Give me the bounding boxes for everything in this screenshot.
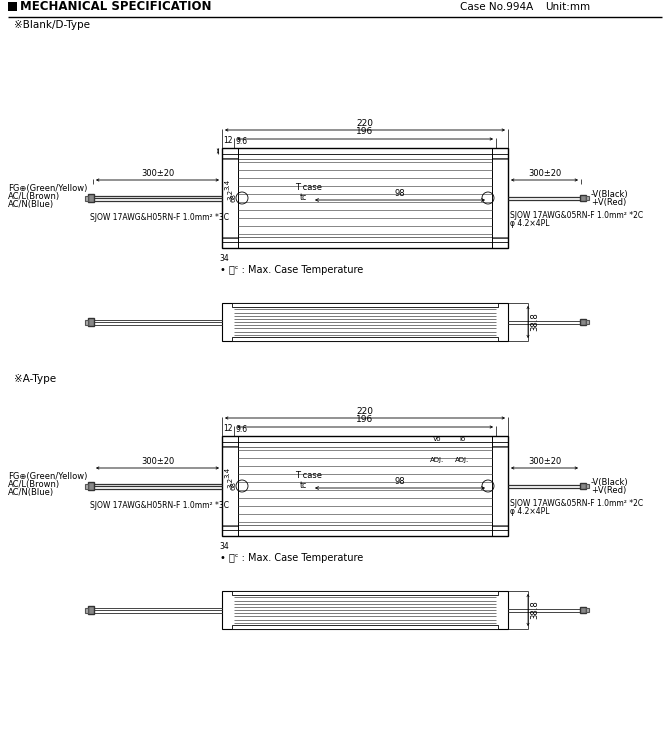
Bar	[85, 195, 88, 200]
Text: 98: 98	[395, 189, 405, 197]
Bar	[586, 320, 589, 324]
Text: AC/N(Blue): AC/N(Blue)	[8, 200, 54, 208]
Text: 220: 220	[356, 118, 373, 127]
Text: 34: 34	[219, 254, 229, 263]
Text: • Ⓣᶜ : Max. Case Temperature: • Ⓣᶜ : Max. Case Temperature	[220, 553, 363, 563]
Bar	[88, 194, 94, 202]
Text: SJOW 17AWG&05RN-F 1.0mm² *2C: SJOW 17AWG&05RN-F 1.0mm² *2C	[510, 211, 643, 221]
Text: AC/N(Blue): AC/N(Blue)	[8, 488, 54, 496]
Text: T case: T case	[295, 183, 322, 192]
Text: 68: 68	[231, 194, 237, 202]
Text: Io: Io	[459, 436, 465, 442]
Bar	[222, 303, 508, 341]
Text: 12: 12	[223, 424, 232, 433]
Bar	[222, 148, 508, 248]
Bar	[580, 319, 586, 325]
Text: -V(Black): -V(Black)	[591, 191, 628, 200]
Text: tc: tc	[299, 194, 307, 202]
Text: -V(Black): -V(Black)	[591, 479, 628, 488]
Text: SJOW 17AWG&05RN-F 1.0mm² *2C: SJOW 17AWG&05RN-F 1.0mm² *2C	[510, 499, 643, 509]
Bar	[85, 607, 88, 613]
Text: ADJ.: ADJ.	[455, 457, 469, 463]
Text: 300±20: 300±20	[528, 169, 561, 178]
Text: 12: 12	[223, 136, 232, 145]
Text: ※A-Type: ※A-Type	[14, 374, 56, 384]
Text: MECHANICAL SPECIFICATION: MECHANICAL SPECIFICATION	[20, 0, 212, 13]
Bar	[222, 436, 508, 536]
Bar	[232, 337, 498, 341]
Text: 38.8: 38.8	[530, 601, 539, 619]
Bar	[580, 607, 586, 613]
Text: FG⊕(Green/Yellow): FG⊕(Green/Yellow)	[8, 471, 87, 480]
Bar	[232, 303, 498, 307]
Bar	[586, 484, 589, 488]
Bar	[222, 591, 508, 629]
Text: AC/L(Brown): AC/L(Brown)	[8, 192, 60, 200]
Bar	[85, 319, 88, 325]
Text: 9.6: 9.6	[235, 137, 247, 146]
Text: 196: 196	[356, 127, 374, 137]
Bar	[88, 318, 94, 326]
Text: T case: T case	[295, 471, 322, 480]
Text: FG⊕(Green/Yellow): FG⊕(Green/Yellow)	[8, 183, 87, 192]
Text: Unit:mm: Unit:mm	[545, 1, 590, 12]
Text: AC/L(Brown): AC/L(Brown)	[8, 480, 60, 488]
Text: 68: 68	[231, 482, 237, 491]
Text: 300±20: 300±20	[141, 456, 174, 466]
Text: 220: 220	[356, 406, 373, 415]
Text: 9.6: 9.6	[235, 425, 247, 434]
Text: 3.4: 3.4	[224, 178, 230, 189]
Bar	[586, 196, 589, 200]
Bar	[232, 591, 498, 595]
Text: SJOW 17AWG&H05RN-F 1.0mm² *3C: SJOW 17AWG&H05RN-F 1.0mm² *3C	[90, 501, 229, 510]
Text: ※Blank/D-Type: ※Blank/D-Type	[14, 20, 90, 30]
Text: ADJ.: ADJ.	[430, 457, 444, 463]
Text: 98: 98	[395, 477, 405, 485]
Text: 34: 34	[219, 542, 229, 551]
Text: φ 4.2×4PL: φ 4.2×4PL	[510, 219, 549, 229]
Bar	[580, 195, 586, 201]
Text: tc: tc	[299, 482, 307, 491]
Text: Case No.994A: Case No.994A	[460, 1, 533, 12]
Text: 3.4: 3.4	[224, 466, 230, 477]
Bar	[88, 482, 94, 490]
Text: Vo: Vo	[433, 436, 442, 442]
Text: +V(Red): +V(Red)	[591, 199, 626, 208]
Bar	[586, 608, 589, 612]
Bar	[580, 483, 586, 489]
Bar	[232, 625, 498, 629]
Bar	[88, 606, 94, 614]
Text: +V(Red): +V(Red)	[591, 487, 626, 496]
Text: 3.2: 3.2	[227, 189, 233, 200]
Text: 300±20: 300±20	[141, 169, 174, 178]
Text: φ 4.2×4PL: φ 4.2×4PL	[510, 507, 549, 517]
Text: 196: 196	[356, 415, 374, 425]
Bar	[8, 2, 17, 11]
Text: 300±20: 300±20	[528, 456, 561, 466]
Bar	[85, 483, 88, 488]
Text: 38.8: 38.8	[530, 313, 539, 331]
Text: 3.2: 3.2	[227, 477, 233, 488]
Text: SJOW 17AWG&H05RN-F 1.0mm² *3C: SJOW 17AWG&H05RN-F 1.0mm² *3C	[90, 213, 229, 222]
Text: • Ⓣᶜ : Max. Case Temperature: • Ⓣᶜ : Max. Case Temperature	[220, 265, 363, 275]
